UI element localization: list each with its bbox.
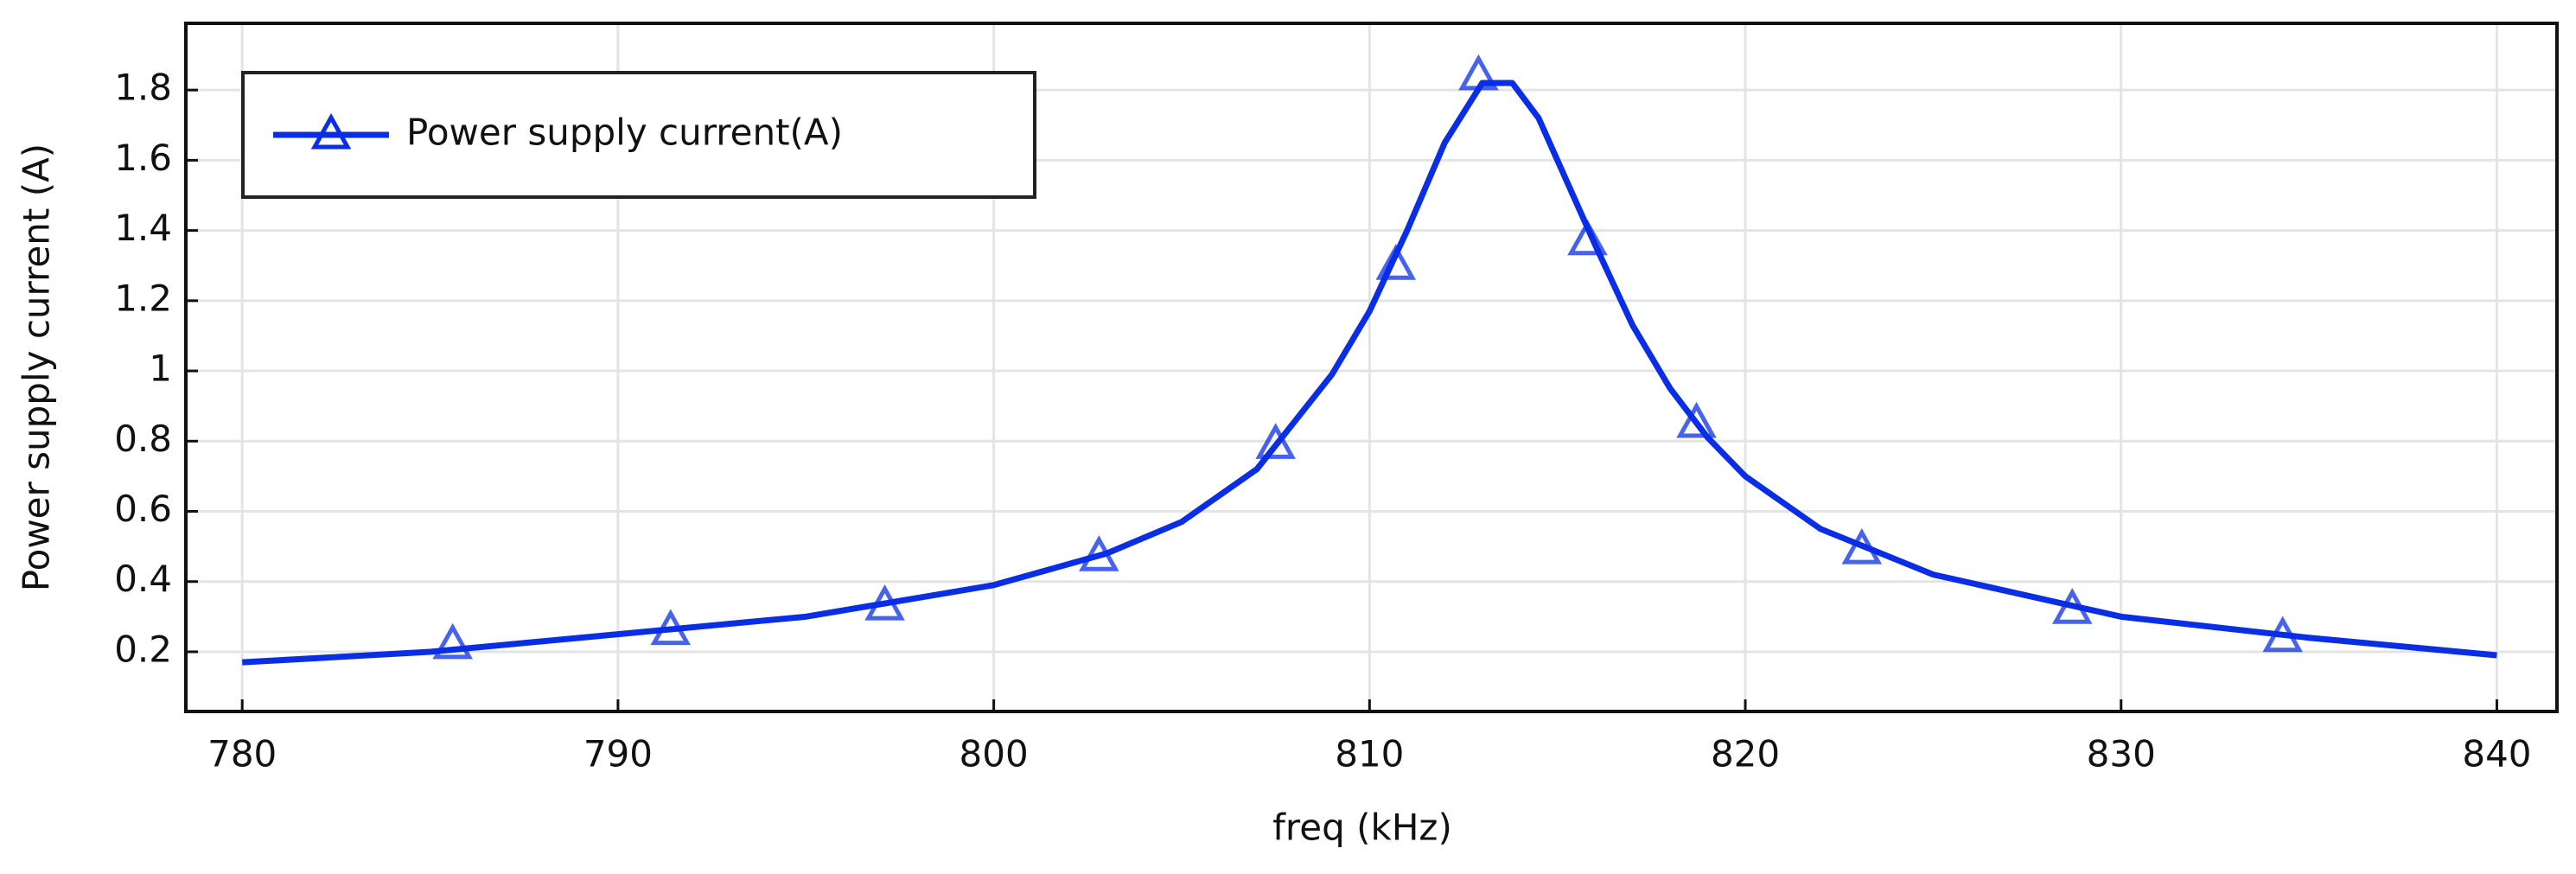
data-marker <box>2262 616 2303 653</box>
data-marker <box>1567 219 1608 256</box>
data-marker <box>1458 54 1499 91</box>
x-tick-label: 830 <box>2087 733 2156 775</box>
legend-marker <box>310 112 352 150</box>
data-marker <box>1375 244 1417 280</box>
data-line <box>242 80 2497 666</box>
y-tick-label: 1.2 <box>114 277 172 319</box>
data-marker <box>432 622 473 660</box>
data-marker <box>2051 588 2093 624</box>
x-tick-label: 820 <box>1711 733 1780 775</box>
plot-frame <box>184 22 2559 713</box>
y-axis-title: Power supply current (A) <box>16 144 58 591</box>
x-axis-title: freq (kHz) <box>1272 807 1452 849</box>
data-marker <box>1079 535 1119 571</box>
y-tick-label: 1.4 <box>114 207 172 249</box>
y-tick-label: 0.2 <box>114 628 172 670</box>
data-marker <box>1841 528 1883 565</box>
y-tick-label: 0.8 <box>114 418 172 460</box>
data-marker <box>864 584 905 621</box>
y-tick-label: 0.4 <box>114 558 172 600</box>
x-tick-label: 840 <box>2462 733 2531 775</box>
data-marker <box>650 609 692 646</box>
x-tick-label: 800 <box>960 733 1029 775</box>
data-marker <box>1676 401 1717 438</box>
y-tick-label: 1 <box>149 348 172 390</box>
x-tick-label: 790 <box>583 733 653 775</box>
data-marker <box>1255 423 1296 459</box>
y-tick-label: 1.6 <box>114 137 172 179</box>
x-tick-label: 810 <box>1335 733 1404 775</box>
legend-label: Power supply current(A) <box>406 112 843 154</box>
x-tick-label: 780 <box>207 733 277 775</box>
y-tick-label: 0.6 <box>114 488 172 530</box>
y-tick-label: 1.8 <box>114 67 172 109</box>
